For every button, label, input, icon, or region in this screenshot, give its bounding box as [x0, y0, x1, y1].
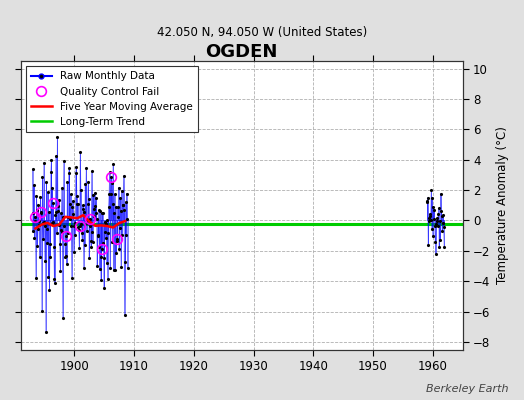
- Title: OGDEN: OGDEN: [205, 43, 278, 61]
- Text: Berkeley Earth: Berkeley Earth: [426, 384, 508, 394]
- Y-axis label: Temperature Anomaly (°C): Temperature Anomaly (°C): [496, 126, 509, 284]
- Text: 42.050 N, 94.050 W (United States): 42.050 N, 94.050 W (United States): [157, 26, 367, 39]
- Legend: Raw Monthly Data, Quality Control Fail, Five Year Moving Average, Long-Term Tren: Raw Monthly Data, Quality Control Fail, …: [26, 66, 198, 132]
